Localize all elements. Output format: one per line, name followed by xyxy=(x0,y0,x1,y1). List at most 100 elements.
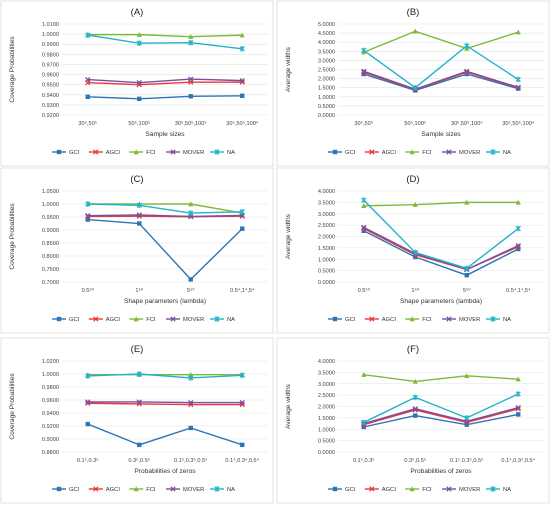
data-point xyxy=(516,412,521,417)
series-line xyxy=(363,70,519,90)
data-point xyxy=(516,246,521,252)
data-point xyxy=(515,76,521,83)
y-tick-label: 0.9200 xyxy=(42,424,59,430)
chart-panel-1: (A) 0.9200 0.9300 0.9400 0.9500 0.9600 0.9700 0… xyxy=(0,0,274,167)
x-tick-label: 30⁵,50⁵ xyxy=(78,120,97,127)
y-tick-label: 0.5000 xyxy=(318,104,335,110)
legend-label: AGCI xyxy=(106,150,121,156)
chart-panel-3: (C) 0.7000 0.7500 0.8000 0.8500 0.9000 0.9500 1… xyxy=(0,167,274,334)
legend-item-agci: AGCI xyxy=(88,149,121,156)
y-tick-label: 2.0000 xyxy=(318,77,335,83)
x-tick-label: 0.5⁴,1⁴,5⁴ xyxy=(506,287,531,294)
data-point xyxy=(515,242,521,249)
legend-item-fci: FCI xyxy=(405,316,432,323)
x-tick-label: 0.1⁵,0.3⁵,0.5⁵ xyxy=(174,457,207,464)
data-point xyxy=(413,413,418,418)
y-tick-label: 0.5000 xyxy=(318,269,335,275)
data-point xyxy=(239,32,245,38)
y-tick-label: 1.0000 xyxy=(318,95,335,101)
x-tick-label: 30⁵,50⁵ xyxy=(354,120,373,127)
legend-marker xyxy=(446,316,452,322)
y-tick-label: 3.5000 xyxy=(318,200,335,206)
y-tick-label: 0.8500 xyxy=(42,241,59,247)
legend-label: NA xyxy=(227,487,235,493)
chart-panel-2: (B) 0.0000 0.5000 1.0000 1.5000 2.0000 2.5000 3… xyxy=(276,0,550,167)
legend-marker xyxy=(490,149,496,155)
y-tick-label: 0.7500 xyxy=(42,267,59,273)
series-line xyxy=(87,78,243,84)
legend-item-gci: GCI xyxy=(328,316,356,323)
series-na xyxy=(85,371,245,381)
data-point xyxy=(188,372,194,377)
legend-label: FCI xyxy=(422,487,432,493)
y-tick-label: 2.0000 xyxy=(318,405,335,411)
legend-label: NA xyxy=(503,150,511,156)
legend-item-gci: GCI xyxy=(52,149,80,156)
x-tick-label: 0.1⁵,0.3⁵,0.5⁵ xyxy=(450,457,483,464)
data-point xyxy=(188,375,194,381)
legend-label: MOVER xyxy=(183,487,204,493)
y-tick-label: 3.0000 xyxy=(318,58,335,64)
y-tick-label: 1.0000 xyxy=(42,32,59,38)
series-line xyxy=(363,373,519,383)
panel-frame xyxy=(0,0,274,167)
data-point xyxy=(413,254,418,260)
x-tick-label: 30⁵,50⁵,100⁴ xyxy=(226,120,259,127)
data-point xyxy=(85,217,90,222)
x-tick-label: 1⁵⁰ xyxy=(135,287,143,294)
y-tick-label: 3.5000 xyxy=(318,49,335,55)
legend-item-na: NA xyxy=(486,149,511,156)
data-point xyxy=(361,47,367,54)
x-axis-label: Probabilities of zeros xyxy=(410,468,472,475)
series-na xyxy=(361,391,521,426)
legend-marker xyxy=(446,149,452,155)
legend-label: FCI xyxy=(422,317,432,323)
series-line xyxy=(87,218,243,281)
series-line xyxy=(87,81,243,86)
y-tick-label: 0.5000 xyxy=(318,439,335,445)
y-tick-label: 0.8000 xyxy=(42,254,59,260)
legend-item-agci: AGCI xyxy=(364,149,396,156)
x-tick-label: 0.5⁴,1⁴,5⁴ xyxy=(230,287,255,294)
series-gci xyxy=(85,217,245,282)
panel-frame xyxy=(0,167,274,334)
data-point xyxy=(136,399,142,405)
legend-label: MOVER xyxy=(459,487,480,493)
series-line xyxy=(363,406,519,425)
x-tick-label: 0.5⁵⁰ xyxy=(82,287,95,294)
legend-item-gci: GCI xyxy=(328,149,356,156)
data-point xyxy=(188,277,193,282)
legend-label: FCI xyxy=(146,317,156,323)
legend-label: MOVER xyxy=(459,150,480,156)
legend-label: GCI xyxy=(345,150,356,156)
data-point xyxy=(240,226,245,231)
data-point xyxy=(188,425,193,431)
x-tick-label: 1⁵⁰ xyxy=(411,287,419,294)
series-line xyxy=(87,402,243,406)
series-gci xyxy=(361,412,521,430)
y-tick-label: 1.0000 xyxy=(318,427,335,433)
data-point xyxy=(361,71,366,77)
x-tick-label: 50⁵,100⁵ xyxy=(404,120,426,127)
legend: GCI AGCI FCI MOVER NA xyxy=(52,149,235,156)
legend-item-mover: MOVER xyxy=(442,316,480,323)
data-point xyxy=(361,419,367,426)
legend-marker xyxy=(56,149,62,155)
x-tick-label: 0.1⁵,0.3⁵ xyxy=(77,457,99,464)
y-tick-label: 0.8800 xyxy=(42,450,59,456)
y-axis-label: Coverage Probabilities xyxy=(9,203,16,270)
series-mover xyxy=(85,76,245,86)
legend-item-fci: FCI xyxy=(129,316,156,323)
legend-label: NA xyxy=(227,317,235,323)
panel-frame xyxy=(0,337,274,504)
data-point xyxy=(137,221,142,226)
x-axis-label: Sample sizes xyxy=(421,131,461,138)
chart-panel-4: (D) 0.0000 0.5000 1.0000 1.5000 2.0000 2.5000 3… xyxy=(276,167,550,334)
x-tick-label: 5⁵⁰ xyxy=(463,287,471,294)
series-line xyxy=(87,33,243,38)
data-point xyxy=(464,43,470,49)
data-point xyxy=(136,32,142,37)
legend-marker xyxy=(133,316,139,322)
legend: GCI AGCI FCI MOVER NA xyxy=(52,316,235,323)
